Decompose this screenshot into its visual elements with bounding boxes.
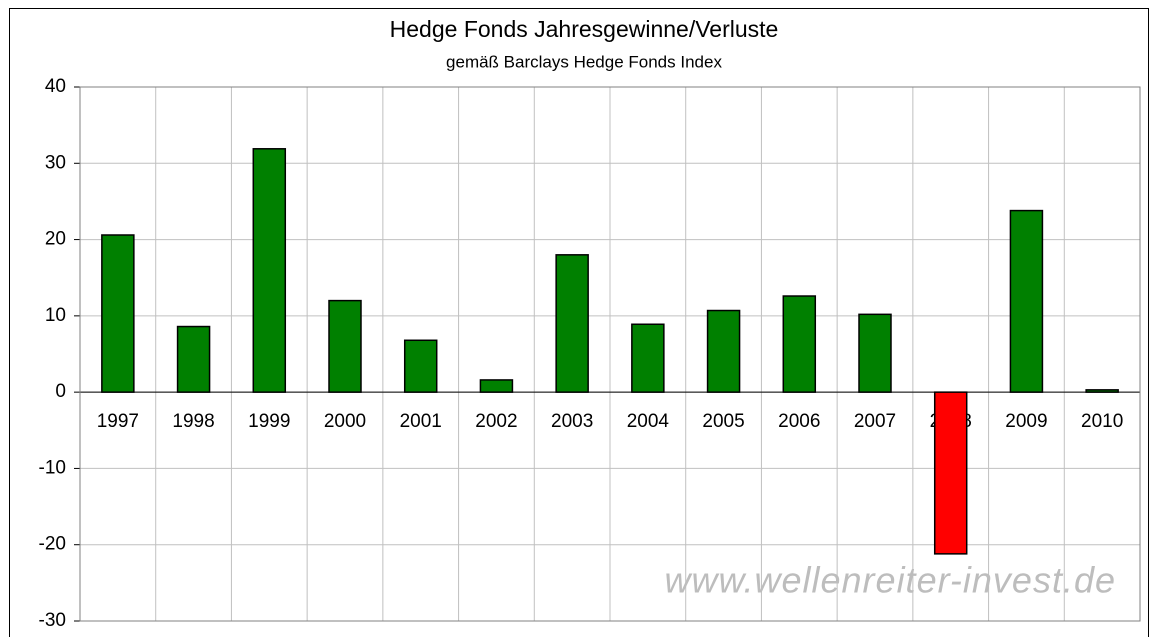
x-tick-label: 2000 — [324, 411, 366, 432]
y-tick-label: -10 — [39, 457, 66, 478]
x-tick-label: 2005 — [702, 411, 744, 432]
bar — [403, 339, 438, 393]
y-tick-label: -30 — [39, 610, 66, 631]
bar — [782, 295, 817, 393]
bar — [1009, 209, 1044, 393]
bar — [631, 323, 665, 393]
x-tick-label: 1998 — [172, 411, 214, 432]
y-tick-label: 30 — [45, 152, 66, 173]
bar — [252, 148, 287, 393]
x-tick-label: 2006 — [778, 411, 820, 432]
x-tick-label: 2007 — [854, 411, 896, 432]
bar — [1085, 389, 1119, 393]
bar — [706, 309, 741, 393]
y-tick-label: 10 — [45, 305, 66, 326]
bar — [101, 234, 135, 393]
y-tick-label: -20 — [39, 534, 66, 555]
bar — [933, 391, 968, 555]
y-tick-label: 40 — [45, 76, 66, 97]
x-tick-label: 2004 — [627, 411, 670, 432]
watermark: www.wellenreiter-invest.de — [664, 559, 1116, 600]
bar — [858, 313, 892, 393]
y-tick-label: 0 — [55, 381, 66, 402]
x-tick-label: 2010 — [1081, 411, 1123, 432]
x-tick-label: 2009 — [1005, 411, 1047, 432]
y-tick-label: 20 — [45, 229, 66, 250]
x-tick-label: 1997 — [97, 411, 139, 432]
bar — [555, 254, 589, 393]
x-tick-label: 2001 — [400, 411, 442, 432]
bar — [328, 299, 362, 393]
plot-border — [79, 86, 1141, 622]
chart-subtitle: gemäß Barclays Hedge Fonds Index — [446, 52, 722, 71]
chart-title: Hedge Fonds Jahresgewinne/Verluste — [390, 16, 779, 42]
bar — [479, 379, 514, 393]
x-tick-label: 1999 — [248, 411, 290, 432]
bar — [176, 325, 211, 393]
x-tick-label: 2002 — [475, 411, 517, 432]
x-tick-label: 2003 — [551, 411, 593, 432]
